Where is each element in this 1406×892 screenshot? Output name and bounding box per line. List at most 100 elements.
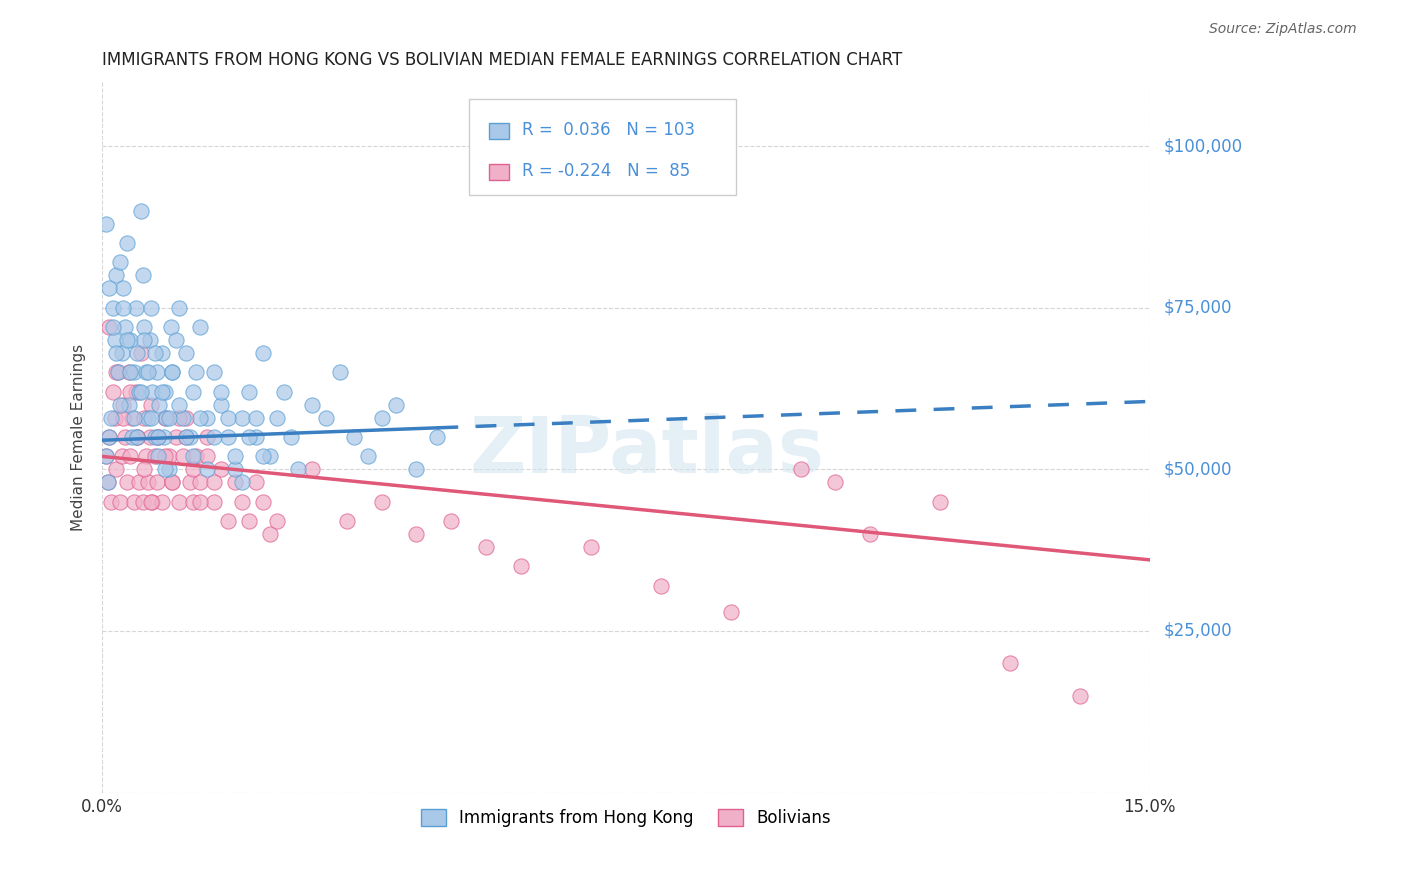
Point [105, 365, 128, 379]
Point [139, 494, 162, 508]
Point [174, 430, 197, 444]
Point [384, 398, 406, 412]
Point [115, 235, 138, 250]
Point [141, 494, 163, 508]
Point [146, 430, 169, 444]
Point [114, 430, 136, 444]
Point [266, 514, 288, 528]
Point [118, 398, 141, 412]
Point [134, 365, 156, 379]
Point [195, 462, 218, 476]
Point [160, 365, 183, 379]
Point [138, 430, 160, 444]
Point [186, 450, 208, 464]
Point [132, 462, 155, 476]
Point [143, 450, 166, 464]
Point [98, 320, 121, 334]
Point [172, 410, 194, 425]
Point [287, 462, 309, 476]
Point [132, 333, 155, 347]
Point [128, 475, 150, 490]
Point [231, 410, 253, 425]
Point [426, 430, 449, 444]
Point [209, 462, 232, 476]
Point [188, 475, 211, 490]
Point [167, 494, 190, 508]
Point [224, 475, 246, 490]
Point [370, 494, 392, 508]
Point [167, 301, 190, 315]
Point [153, 384, 176, 399]
Point [98, 281, 121, 295]
Point [195, 450, 218, 464]
FancyBboxPatch shape [468, 99, 735, 195]
Point [181, 450, 204, 464]
Point [157, 450, 180, 464]
Point [105, 346, 128, 360]
Point [238, 430, 260, 444]
Point [579, 540, 602, 554]
Point [231, 494, 253, 508]
Point [108, 494, 131, 508]
Point [111, 346, 134, 360]
Point [136, 365, 159, 379]
Point [150, 384, 173, 399]
Point [356, 450, 378, 464]
Point [120, 384, 142, 399]
Point [127, 346, 149, 360]
Point [148, 398, 170, 412]
Point [121, 430, 143, 444]
Point [315, 410, 337, 425]
Point [107, 365, 129, 379]
Text: Source: ZipAtlas.com: Source: ZipAtlas.com [1209, 22, 1357, 37]
Point [824, 475, 846, 490]
Point [159, 320, 181, 334]
Point [143, 346, 166, 360]
Point [132, 494, 155, 508]
Point [301, 398, 323, 412]
Point [120, 450, 142, 464]
Point [160, 475, 183, 490]
Point [252, 494, 274, 508]
Text: $75,000: $75,000 [1164, 299, 1232, 317]
Point [101, 301, 124, 315]
Point [146, 430, 169, 444]
Point [510, 559, 533, 574]
Point [301, 462, 323, 476]
Point [859, 527, 882, 541]
Point [165, 333, 187, 347]
Point [157, 462, 180, 476]
Point [101, 320, 124, 334]
Point [188, 320, 211, 334]
Point [202, 494, 225, 508]
Point [132, 320, 155, 334]
Point [209, 384, 232, 399]
Point [97, 475, 120, 490]
Point [145, 365, 167, 379]
Point [155, 410, 177, 425]
Point [112, 410, 135, 425]
Point [266, 410, 288, 425]
Point [122, 494, 145, 508]
Point [127, 430, 149, 444]
Point [153, 450, 176, 464]
Point [141, 384, 163, 399]
Point [104, 333, 127, 347]
Point [132, 410, 155, 425]
Point [108, 255, 131, 269]
Point [181, 462, 204, 476]
Point [1069, 689, 1091, 703]
Point [217, 430, 239, 444]
Legend: Immigrants from Hong Kong, Bolivians: Immigrants from Hong Kong, Bolivians [413, 803, 838, 834]
Text: R = -0.224   N =  85: R = -0.224 N = 85 [522, 162, 690, 180]
Point [245, 410, 267, 425]
Point [179, 475, 201, 490]
Point [273, 384, 295, 399]
Point [405, 462, 427, 476]
Point [224, 450, 246, 464]
Text: $100,000: $100,000 [1164, 137, 1243, 155]
Point [98, 430, 121, 444]
Point [224, 462, 246, 476]
Point [167, 398, 190, 412]
Point [145, 475, 167, 490]
